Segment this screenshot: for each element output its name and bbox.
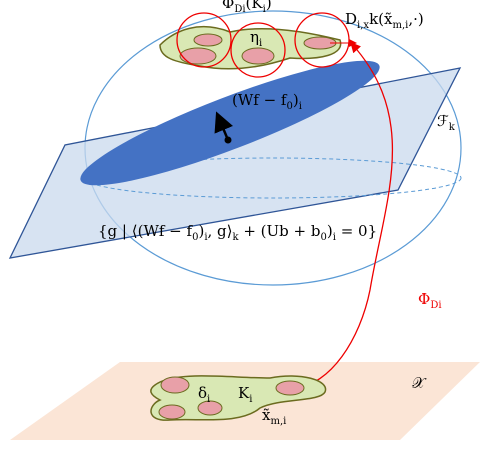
patch [158,404,186,420]
subscript: D [234,4,242,15]
subscript: D [430,300,438,311]
label-normal: (Wf − f0)i [232,91,302,112]
label-text: k(x̃ [369,10,393,28]
label-text: δ [198,384,207,402]
subscript: i [207,394,210,405]
subscript: m,i [392,20,408,31]
patch [241,47,275,65]
label-text: (K [246,0,264,12]
patch [197,400,223,416]
label-text: , g⟩ [208,222,233,240]
subscript: 0 [192,232,198,243]
subscript: i [242,4,245,15]
label-text: Φ [418,290,430,308]
subscript: m,i [270,416,286,427]
subscript: i [259,38,262,49]
label-text: x̃ [262,406,271,424]
label-text: {g | ⟨(Wf − f [98,222,194,240]
label-map: ΦDi [418,290,442,311]
patch [275,380,305,396]
normal-arrow [214,111,233,141]
label-text: ) [198,222,204,240]
label-x: 𝒳 [412,374,427,392]
label-text: ) [327,222,333,240]
label-text: (Wf − f [232,91,288,109]
label-text: ℱ [437,112,449,130]
labels: ΦDi(Ki)Di,xk(x̃m,i,·)ηi(Wf − f0)iℱk{g | … [98,0,456,427]
label-text: + (Ub + b [239,222,321,240]
label-text: η [250,28,259,46]
hyperplane [8,67,462,259]
label-xt: x̃m,i [262,406,286,427]
label-eta: ηi [250,28,262,49]
label-k: Ki [238,384,252,405]
subscript: i [204,232,207,243]
label-hyperplane: {g | ⟨(Wf − f0)i, g⟩k + (Ub + b0)i = 0} [98,222,377,243]
patch [160,376,190,394]
label-fk: ℱk [437,112,456,133]
subscript: k [449,122,456,133]
label-text: ,·) [408,10,423,28]
subscript: i [263,4,266,15]
patch [193,33,223,47]
subscript: 0 [321,232,327,243]
label-text: = 0} [336,222,377,240]
patch [179,47,217,65]
ball [176,12,232,68]
label-deriv: Di,xk(x̃m,i,·) [345,10,424,31]
subscript: i,x [357,20,369,31]
subscript: 0 [286,101,292,112]
subscript: i [249,394,252,405]
label-phi-k: ΦDi(Ki) [222,0,272,15]
label-text: ) [293,91,299,109]
label-text: 𝒳 [412,374,427,392]
label-text: K [238,384,250,402]
subscript: i [333,232,336,243]
point [224,136,232,144]
label-delta: δi [198,384,210,405]
equator [84,157,462,199]
subscript: i [299,101,302,112]
ball [230,22,286,78]
label-text: Φ [222,0,234,12]
subscript: k [233,232,240,243]
subscript: i [438,300,441,311]
label-text: D [345,10,357,28]
label-text: ) [266,0,272,12]
feature-map-arrow [294,42,394,389]
